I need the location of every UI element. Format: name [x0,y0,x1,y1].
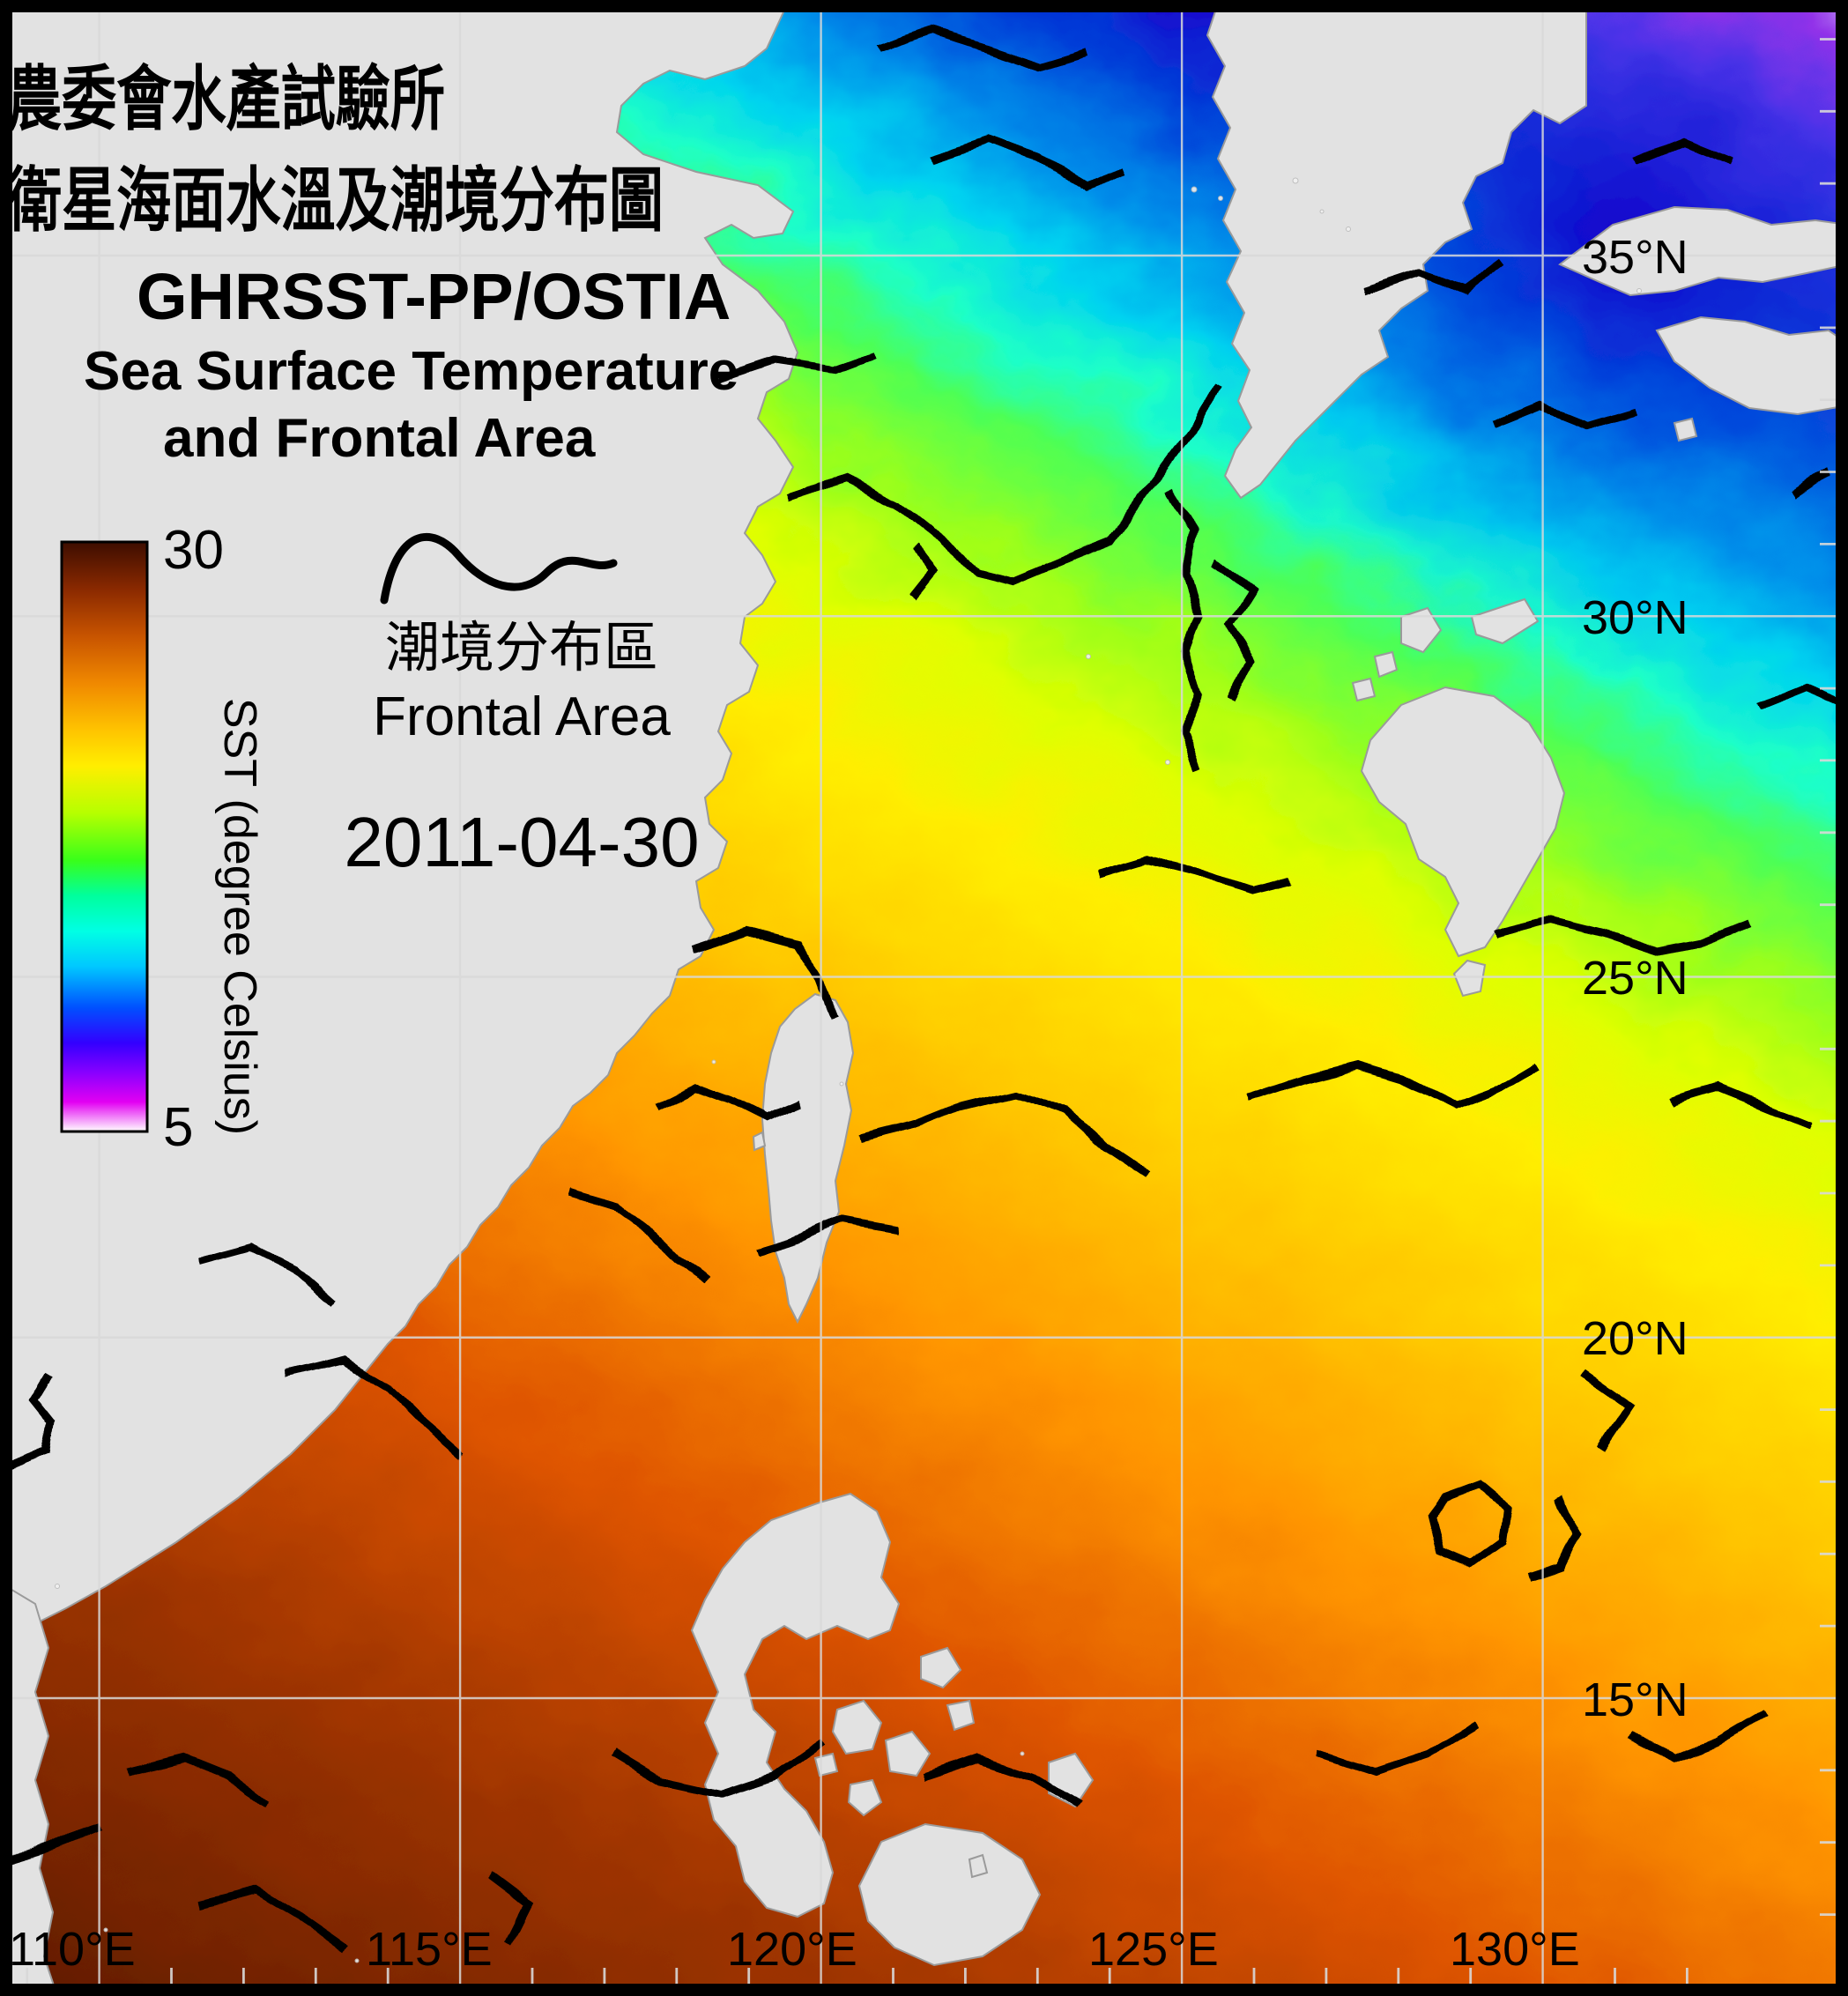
svg-text:15°N: 15°N [1582,1673,1688,1726]
svg-text:農委會水產試驗所: 農委會水產試驗所 [7,60,445,138]
svg-text:110°E: 110°E [9,1923,136,1976]
svg-text:125°E: 125°E [1088,1923,1219,1976]
svg-text:115°E: 115°E [366,1923,493,1976]
svg-text:Frontal Area: Frontal Area [373,686,671,747]
svg-text:35°N: 35°N [1582,231,1688,284]
svg-text:30: 30 [163,520,224,581]
svg-text:and Frontal Area: and Frontal Area [163,408,596,469]
svg-text:GHRSST-PP/OSTIA: GHRSST-PP/OSTIA [137,260,731,333]
svg-text:30°N: 30°N [1582,591,1688,644]
svg-text:20°N: 20°N [1582,1312,1688,1365]
svg-text:25°N: 25°N [1582,952,1688,1005]
svg-text:120°E: 120°E [727,1923,857,1976]
svg-text:130°E: 130°E [1450,1923,1580,1976]
svg-text:衛星海面水溫及潮境分布圖: 衛星海面水溫及潮境分布圖 [6,161,664,240]
svg-text:5: 5 [163,1097,193,1158]
svg-text:潮境分布區: 潮境分布區 [385,618,658,679]
svg-text:2011-04-30: 2011-04-30 [344,803,699,881]
svg-text:Sea Surface Temperature: Sea Surface Temperature [84,341,738,402]
svg-text:SST (degree Celsius): SST (degree Celsius) [214,698,265,1135]
